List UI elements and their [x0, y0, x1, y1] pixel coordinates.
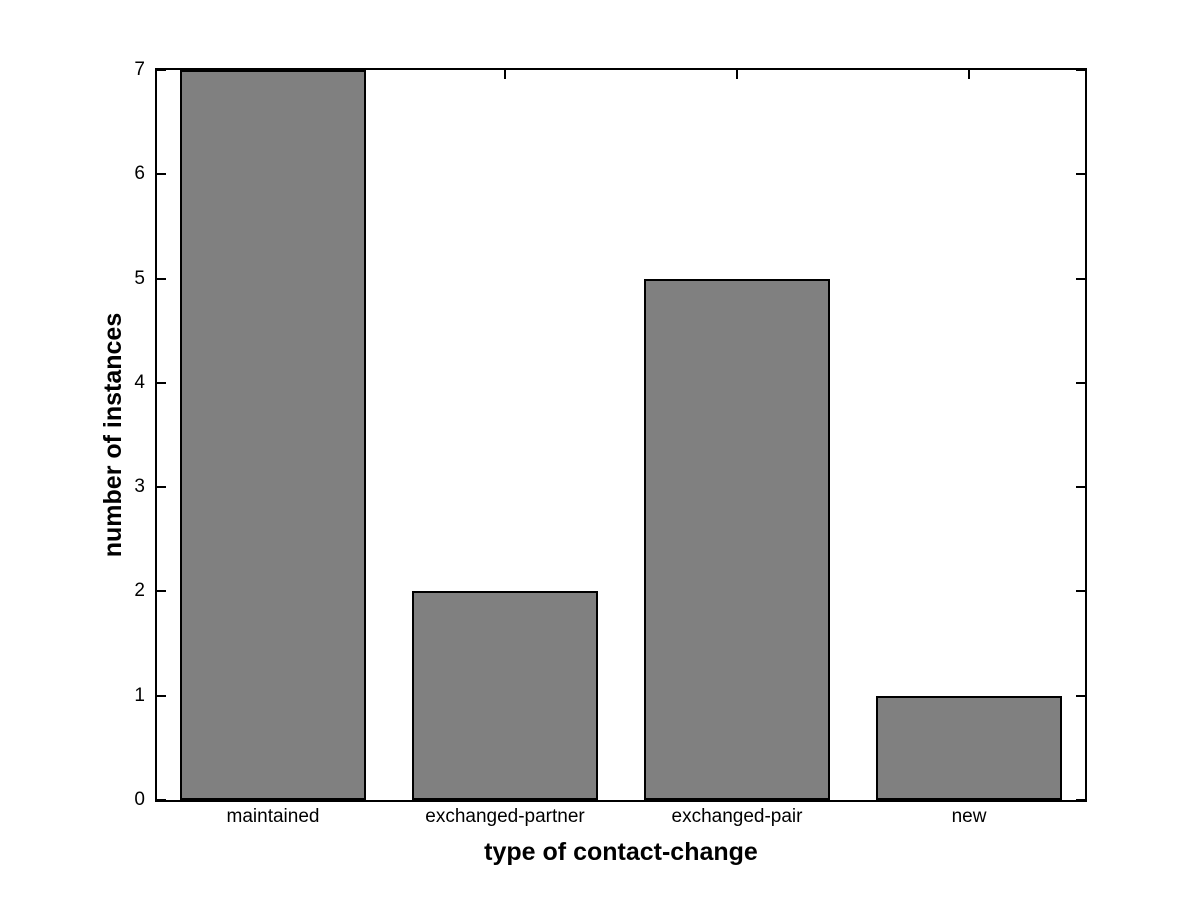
y-tick-label-2: 2: [134, 580, 145, 602]
y-tick-mark-3: [157, 486, 166, 489]
y-tick-label-7: 7: [134, 59, 145, 80]
y-tick-label-5: 5: [134, 267, 145, 289]
y-tick-label-0: 0: [134, 789, 145, 810]
y-tick-mark-4: [1076, 381, 1085, 384]
y-tick-mark-6: [1076, 173, 1085, 176]
y-tick-mark-4: [157, 381, 166, 384]
y-tick-label-6: 6: [134, 163, 145, 185]
x-tick-label-maintained: maintained: [226, 806, 320, 827]
x-axis-tick-labels: maintained exchanged-partner exchanged-pai…: [155, 806, 1087, 832]
x-tick-label-exchanged-partner: exchanged-partner: [425, 806, 585, 827]
x-tick-mark-exchanged-partner: [504, 70, 506, 79]
x-tick-mark-exchanged-pair: [736, 70, 738, 79]
y-tick-mark-5: [157, 277, 166, 280]
y-tick-label-1: 1: [134, 684, 145, 706]
y-tick-mark-1: [1076, 694, 1085, 697]
bar-maintained: [180, 70, 366, 800]
x-axis-label: type of contact-change: [484, 838, 758, 866]
y-tick-mark-7: [1076, 69, 1085, 71]
bar-exchanged-partner: [412, 591, 598, 800]
y-tick-mark-2: [1076, 590, 1085, 593]
x-tick-label-new: new: [951, 806, 987, 827]
y-tick-mark-3: [1076, 486, 1085, 489]
x-tick-mark-new: [968, 70, 970, 79]
y-axis-label: number of instances: [99, 312, 127, 558]
y-tick-mark-5: [1076, 277, 1085, 280]
y-tick-label-4: 4: [134, 371, 145, 393]
y-tick-mark-6: [157, 173, 166, 176]
y-tick-mark-0: [1076, 799, 1085, 801]
bar-new: [876, 695, 1062, 800]
bar-exchanged-pair: [644, 278, 830, 800]
plot-area: [155, 68, 1087, 802]
y-tick-mark-2: [157, 590, 166, 593]
y-tick-mark-1: [157, 694, 166, 697]
y-axis-tick-labels: 0 1 2 3 4 5 6 7: [0, 59, 145, 810]
y-tick-mark-7: [157, 69, 166, 71]
y-tick-label-3: 3: [134, 476, 145, 498]
y-tick-mark-0: [157, 799, 166, 801]
x-tick-label-exchanged-pair: exchanged-pair: [671, 806, 803, 827]
